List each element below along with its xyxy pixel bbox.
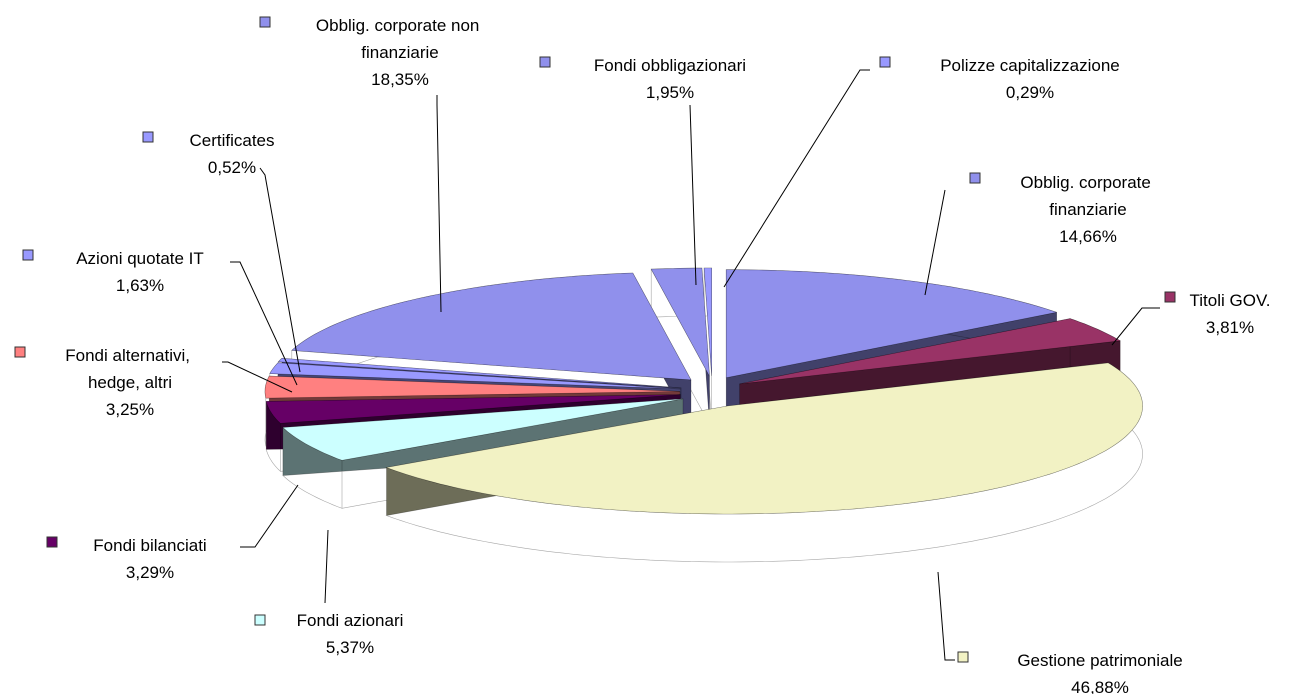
leader-line [924,189,946,296]
legend-marker [254,614,266,626]
value-label: 5,37% [326,638,374,657]
label-line: Obblig. corporate non [316,16,484,35]
value-label: 1,63% [116,276,164,295]
legend-marker [14,346,26,358]
value-label: 3,25% [106,400,154,419]
legend-marker [879,56,891,68]
legend-marker [259,16,271,28]
slice-label: Obblig. corporate finanziarie [1020,173,1155,219]
slice-label: Titoli GOV. [1190,291,1271,310]
leader-line [259,167,301,373]
legend-marker [22,249,34,261]
legend-marker [142,131,154,143]
slice-label: Fondi bilanciati [93,536,206,555]
value-label: 1,95% [646,83,694,102]
slice [269,362,681,390]
value-label: 3,29% [126,563,174,582]
leader-line [723,69,870,288]
slice-label: Azioni quotate IT [76,249,204,268]
legend-marker [46,536,58,548]
label-line: Fondi alternativi, [65,346,194,365]
slice [265,394,681,424]
slice-label: Polizze capitalizzazione [940,56,1120,75]
slice [291,272,692,381]
slice [264,375,681,399]
slice-label: Fondi azionari [297,611,404,630]
slice [282,398,684,461]
slice [277,357,682,389]
slice [703,267,712,377]
leader-line [689,104,697,286]
slice [739,318,1122,385]
slice-label: Gestione patrimoniale [1017,651,1182,670]
label-line: finanziarie [361,43,439,62]
legend-marker [1164,291,1176,303]
slice [725,269,1057,379]
label-line: finanziarie [1049,200,1127,219]
legend-marker [957,651,969,663]
slice-label: Fondi obbligazionari [594,56,746,75]
value-label: 0,29% [1006,83,1054,102]
slice-label: Fondi alternativi, hedge, altri [65,346,194,392]
value-label: 46,88% [1071,678,1129,694]
legend-marker [969,172,981,184]
leader-line [240,484,299,548]
slice [650,267,710,377]
legend-marker [539,56,551,68]
leader-line [324,529,329,604]
value-label: 14,66% [1059,227,1117,246]
leader-line [230,261,298,386]
value-label: 0,52% [208,158,256,177]
leader-line [1111,307,1160,346]
leader-line [937,571,955,661]
label-line: Obblig. corporate [1020,173,1155,192]
slice [385,362,1143,515]
leader-line [222,361,293,393]
slice-label: Certificates [189,131,274,150]
value-label: 18,35% [371,70,429,89]
value-label: 3,81% [1206,318,1254,337]
label-line: hedge, altri [88,373,172,392]
slice-label: Obblig. corporate non finanziarie [316,16,484,62]
leader-line [436,95,442,313]
